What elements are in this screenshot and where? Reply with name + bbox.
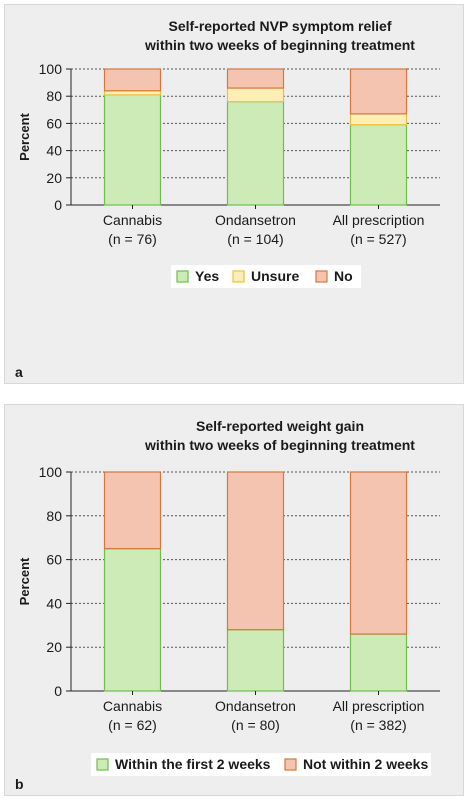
chart-a-y-tick-label: 80 [46,88,62,104]
chart-b-category-label: Ondansetron [215,698,296,714]
chart-a-bar-yes-2 [226,101,285,206]
chart-b-y-tick-label: 100 [39,464,63,480]
chart-a-bar-yes-1 [103,94,162,206]
chart-a-bar-no-1 [103,68,162,92]
chart-b-bar-within-the-first-2-weeks-1 [103,548,162,692]
chart-a-category-n: (n = 527) [350,231,406,247]
chart-b-category-n: (n = 382) [350,717,406,733]
chart-a-legend-label-2: Unsure [251,268,299,284]
chart-a-y-tick-label: 40 [46,143,62,159]
chart-b-y-tick-label: 20 [46,639,62,655]
chart-b-y-axis-label: Percent [17,557,32,605]
chart-a-bar-unsure-1 [103,90,162,96]
chart-b-legend-box [91,753,431,776]
chart-a-title-line-1: Self-reported NVP symptom relief [168,18,391,34]
chart-b-bar-within-the-first-2-weeks-2 [226,629,285,692]
chart-b-bar-within-the-first-2-weeks-3 [349,633,408,692]
chart-b-legend-swatch-2 [284,758,297,771]
chart-a-y-tick-label: 0 [54,197,62,213]
chart-a-category-n: (n = 76) [108,231,157,247]
chart-a-title-line-2: within two weeks of beginning treatment [144,37,415,53]
chart-a-category-n: (n = 104) [227,231,283,247]
chart-a-bar-unsure-3 [349,113,408,126]
chart-a-legend-swatch-2 [232,270,245,283]
chart-a-legend-label-3: No [334,268,353,284]
chart-b-legend-swatch-1 [96,758,109,771]
chart-a-category-label: Ondansetron [215,212,296,228]
chart-a-category-label: Cannabis [103,212,162,228]
chart-a-category-label: All prescription [333,212,425,228]
chart-a-y-tick-label: 20 [46,170,62,186]
chart-b-y-tick-label: 0 [54,683,62,699]
chart-b-y-tick-label: 60 [46,552,62,568]
chart-a-y-axis-label: Percent [17,112,32,160]
chart-b-title-line-1: Self-reported weight gain [196,418,364,434]
chart-a-y-tick-label: 60 [46,115,62,131]
chart-b-legend-label-1: Within the first 2 weeks [115,756,271,772]
chart-b-legend-label-2: Not within 2 weeks [303,756,428,772]
chart-b-category-label: All prescription [333,698,425,714]
chart-b-category-n: (n = 80) [231,717,280,733]
chart-b-y-tick-label: 40 [46,595,62,611]
chart-a-bar-unsure-2 [226,87,285,103]
chart-a-bar-no-3 [349,68,408,115]
chart-a-bar-no-2 [226,68,285,89]
chart-a-panel-letter: a [15,364,23,380]
chart-a-legend-label-1: Yes [195,268,219,284]
chart-a-legend-swatch-3 [315,270,328,283]
chart-b-title-line-2: within two weeks of beginning treatment [144,437,415,453]
chart-b-svg: Self-reported weight gain within two week… [15,418,440,792]
chart-b-panel-letter: b [15,776,24,792]
chart-a-legend-box [171,265,361,288]
chart-b-bar-not-within-2-weeks-3 [349,471,408,635]
chart-a-legend-swatch-1 [176,270,189,283]
chart-a-y-tick-label: 100 [39,61,63,77]
chart-a-svg: Self-reported NVP symptom relief within t… [15,18,440,380]
chart-b-category-n: (n = 62) [108,717,157,733]
chart-panel-b: Self-reported weight gain within two week… [4,404,464,796]
chart-b-y-tick-label: 80 [46,508,62,524]
chart-a-bar-yes-3 [349,124,408,206]
chart-panel-a: Self-reported NVP symptom relief within t… [4,4,464,384]
chart-b-bar-not-within-2-weeks-1 [103,471,162,550]
chart-b-bar-not-within-2-weeks-2 [226,471,285,631]
chart-b-category-label: Cannabis [103,698,162,714]
